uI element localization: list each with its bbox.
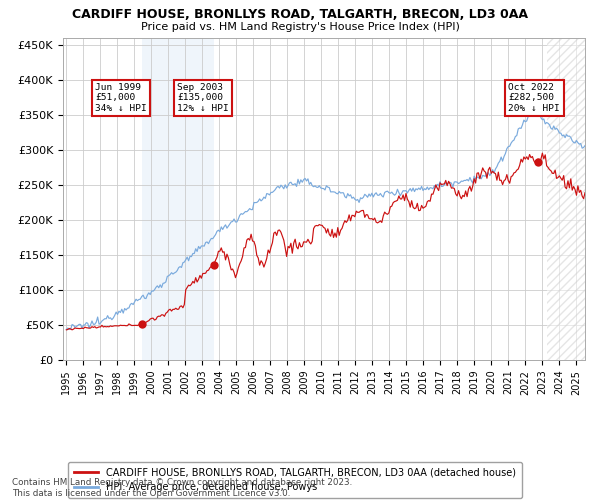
Text: Price paid vs. HM Land Registry's House Price Index (HPI): Price paid vs. HM Land Registry's House … — [140, 22, 460, 32]
Text: Contains HM Land Registry data © Crown copyright and database right 2023.
This d: Contains HM Land Registry data © Crown c… — [12, 478, 352, 498]
Text: CARDIFF HOUSE, BRONLLYS ROAD, TALGARTH, BRECON, LD3 0AA: CARDIFF HOUSE, BRONLLYS ROAD, TALGARTH, … — [72, 8, 528, 20]
Bar — [547, 38, 585, 360]
Text: Oct 2022
£282,500
20% ↓ HPI: Oct 2022 £282,500 20% ↓ HPI — [508, 83, 560, 113]
Text: Sep 2003
£135,000
12% ↓ HPI: Sep 2003 £135,000 12% ↓ HPI — [177, 83, 229, 113]
Legend: CARDIFF HOUSE, BRONLLYS ROAD, TALGARTH, BRECON, LD3 0AA (detached house), HPI: A: CARDIFF HOUSE, BRONLLYS ROAD, TALGARTH, … — [68, 462, 521, 498]
Text: Jun 1999
£51,000
34% ↓ HPI: Jun 1999 £51,000 34% ↓ HPI — [95, 83, 147, 113]
Bar — [142, 38, 214, 360]
